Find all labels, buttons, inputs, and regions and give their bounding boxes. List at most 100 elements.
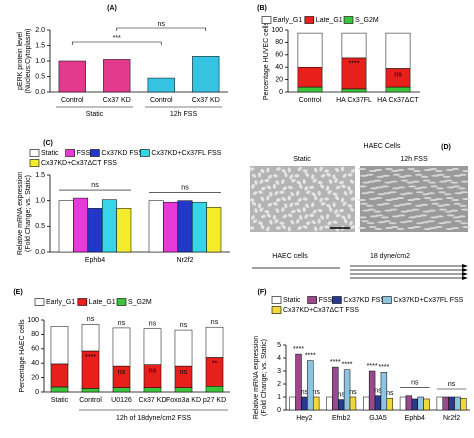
cell [412,170,421,172]
cell [347,213,351,219]
cell [451,168,460,170]
annotation: ns [149,367,157,374]
cell [383,220,392,223]
cell [269,219,273,225]
y-tick-label: 100 [27,317,39,324]
cell [361,220,369,223]
cell [362,181,370,184]
cell [399,193,408,196]
cell [339,180,345,185]
cell [257,172,262,178]
cell [437,191,446,194]
bar [411,398,418,411]
y-tick-label: 1 [277,394,281,401]
legend-label: Cx37KD+Cx37ΔCT FSS [41,160,117,167]
cell [251,183,255,189]
y-axis-label: (Fold Change; vs. Static) [25,175,32,252]
cell [374,169,383,171]
legend-swatch [65,149,75,157]
cell [319,225,324,231]
legend-swatch [271,306,282,314]
cell [407,168,416,170]
cell [259,179,264,184]
legend-swatch [304,16,315,24]
cell [264,209,270,214]
cell [335,213,341,218]
annotation: ns [87,316,95,323]
annotation: ns [349,389,357,396]
cell [434,198,443,200]
cell [290,191,295,197]
cell [407,227,416,229]
cell [368,226,377,228]
legend-swatch [140,149,150,157]
cell [420,203,429,206]
cell [334,178,338,183]
y-tick-label: 0 [279,89,283,96]
y-axis-label: Relative mRNA expression [17,172,24,255]
cell [332,174,336,180]
cell [407,199,416,201]
cell [375,214,384,217]
cell [396,197,405,199]
cell [272,202,278,206]
y-tick-label: 1.0 [35,58,45,65]
y-tick-label: 0.5 [35,223,45,230]
legend-swatch [271,296,282,304]
cell [462,198,470,200]
cell [290,178,296,183]
bar [192,56,220,93]
cell [388,222,397,225]
cell [389,208,398,211]
cell [294,202,300,206]
cell [461,180,469,183]
y-tick-label: 2 [277,381,281,388]
cell [381,185,390,188]
legend-label: Cx37KD FSS [101,150,143,157]
cell [282,186,288,191]
panel-label: (B) [257,5,267,12]
bar [405,395,413,411]
cell [304,186,309,191]
cell [294,174,300,178]
y-tick-label: 1.0 [35,198,45,205]
bar [307,360,314,411]
cell [334,209,338,214]
bracket [71,41,162,45]
x-tick-label: Nr2f2 [443,415,460,422]
cell [347,204,353,208]
cell [435,215,444,218]
legend-label: Early_G1 [46,299,75,306]
cell [249,167,255,171]
cell [259,207,264,212]
cell [252,219,258,224]
cell [451,227,460,229]
cell [327,190,332,195]
cell [359,185,367,188]
cell [390,226,399,228]
cell [367,180,376,183]
bar [116,208,132,253]
cell [446,186,455,189]
annotation: ns [180,369,188,376]
cell [445,197,454,199]
cell [267,174,273,179]
cell [281,224,286,230]
bar-segment [174,387,193,393]
cell [369,187,378,190]
y-tick-label: 0.0 [35,249,45,256]
cell [289,174,294,180]
bar [301,396,308,411]
annotation: ns [149,320,157,327]
bar-segment [174,329,193,367]
cell [422,179,431,182]
x-tick-label: Nr2f2 [176,257,193,264]
cell [266,226,270,232]
y-axis-label: pERK protein level [17,32,24,90]
annotation: ns [374,388,382,395]
bar [289,396,296,411]
bar [177,200,193,253]
bar [312,396,320,411]
cell [349,207,355,212]
cell [391,215,400,218]
